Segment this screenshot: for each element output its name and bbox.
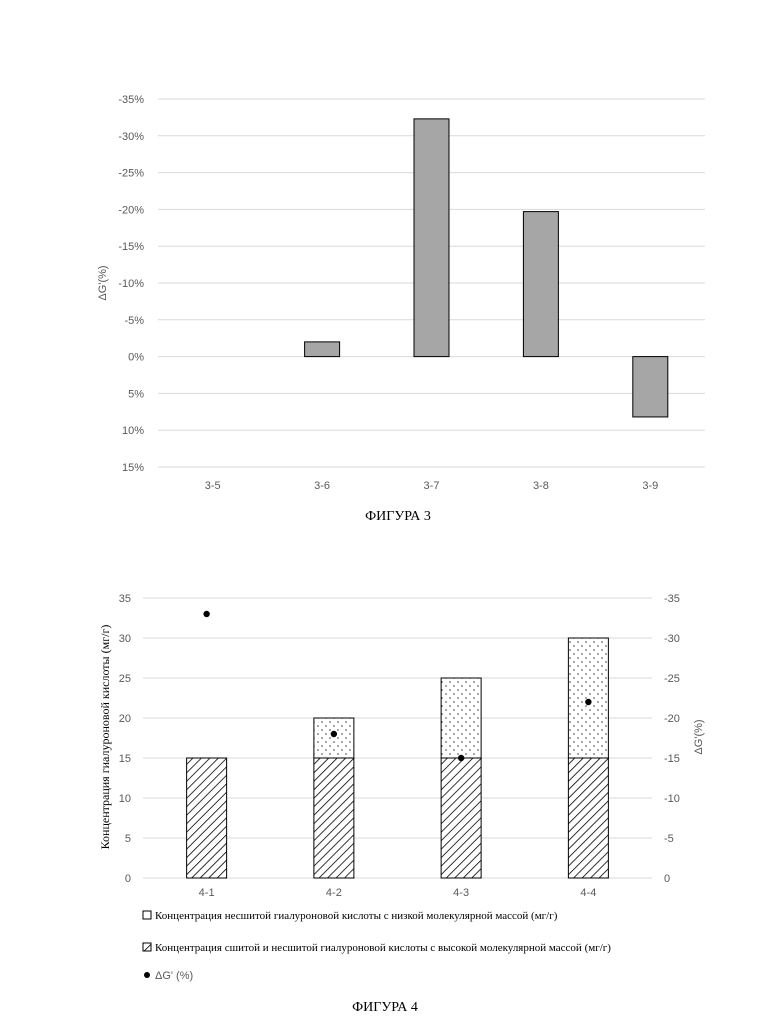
stacked-bar-segment [314,718,354,758]
y2-tick-label: -30 [664,633,680,645]
x-tick-label: 4-1 [199,887,215,899]
y-tick-label: 25 [119,673,131,685]
y2-tick-label: -25 [664,673,680,685]
x-tick-label: 3-7 [424,480,440,492]
figure-3-x-tick-labels: 3-5 3-6 3-7 3-8 3-9 [205,480,659,492]
figure-3-y-axis-title: ΔG'(%) [97,265,109,300]
figure-3-bars [305,119,668,417]
legend-label-delta-g: ΔG' (%) [155,970,193,982]
x-tick-label: 3-5 [205,480,221,492]
y-tick-label: -25% [118,168,144,180]
delta-g-point [331,731,337,737]
y-tick-label: 0 [125,873,131,885]
figure-4-x-tick-labels: 4-1 4-2 4-3 4-4 [199,887,597,899]
y2-tick-label: -20 [664,713,680,725]
y-tick-label: 20 [119,713,131,725]
legend-swatch-low-mw [143,911,151,919]
stacked-bar-segment [568,638,608,758]
bar [305,342,340,357]
figure-4-left-y-axis-title: Концентрация гиалуроновой кислоты (мг/г) [98,625,112,850]
y-tick-label: 10% [122,425,144,437]
figure-4-left-y-tick-labels: 0 5 10 15 20 25 30 35 [119,593,131,885]
y-tick-label: 15 [119,753,131,765]
stacked-bar-segment [568,758,608,878]
stacked-bar-segment [314,758,354,878]
x-tick-label: 3-8 [533,480,549,492]
bar [633,357,668,417]
stacked-bar-segment [441,758,481,878]
delta-g-point [203,611,209,617]
figure-4-delta-g-points [203,611,591,761]
y2-tick-label: -10 [664,793,680,805]
x-tick-label: 3-9 [642,480,658,492]
figure-4-right-y-tick-labels: 0 -5 -10 -15 -20 -25 -30 -35 [664,593,680,885]
legend-label-low-mw: Концентрация несшитой гиалуроновой кисло… [155,910,558,922]
delta-g-point [458,755,464,761]
figure-4-right-y-axis-title: ΔG'(%) [693,719,705,754]
y-tick-label: 5% [128,388,144,400]
stacked-bar-segment [441,678,481,758]
figure-3-caption: ФИГУРА 3 [365,509,431,524]
figure-4-caption: ФИГУРА 4 [352,1000,418,1015]
y-tick-label: 30 [119,633,131,645]
x-tick-label: 4-3 [453,887,469,899]
y2-tick-label: 0 [664,873,670,885]
bar [414,119,449,357]
y-tick-label: 0% [128,352,144,364]
y-tick-label: -35% [118,94,144,106]
y-tick-label: 10 [119,793,131,805]
y-tick-label: -5% [124,315,144,327]
y-tick-label: -15% [118,241,144,253]
x-tick-label: 4-2 [326,887,342,899]
y2-tick-label: -5 [664,833,674,845]
x-tick-label: 4-4 [580,887,596,899]
legend-marker-delta-g [144,972,150,978]
y-tick-label: 5 [125,833,131,845]
x-tick-label: 3-6 [314,480,330,492]
y-tick-label: 15% [122,462,144,474]
y-tick-label: -10% [118,278,144,290]
figure-3-chart: -35% -30% -25% -20% -15% -10% -5% 0% 5% 10% 15% 3-… [97,94,705,524]
y-tick-label: 35 [119,593,131,605]
y2-tick-label: -35 [664,593,680,605]
figure-3-y-tick-labels: -35% -30% -25% -20% -15% -10% -5% 0% 5% 10% 15% [118,94,144,474]
y-tick-label: -30% [118,131,144,143]
bar [523,212,558,357]
y2-tick-label: -15 [664,753,680,765]
stacked-bar-segment [187,758,227,878]
y-tick-label: -20% [118,204,144,216]
delta-g-point [585,699,591,705]
legend-swatch-high-mw [143,943,151,951]
figure-4-chart: 0 5 10 15 20 25 30 35 0 -5 -10 -15 -20 -25 -30 -35 4-1… [98,593,705,1015]
legend-label-high-mw: Концентрация сшитой и несшитой гиалуроно… [155,942,611,954]
figure-4-legend: Концентрация несшитой гиалуроновой кисло… [143,910,611,982]
